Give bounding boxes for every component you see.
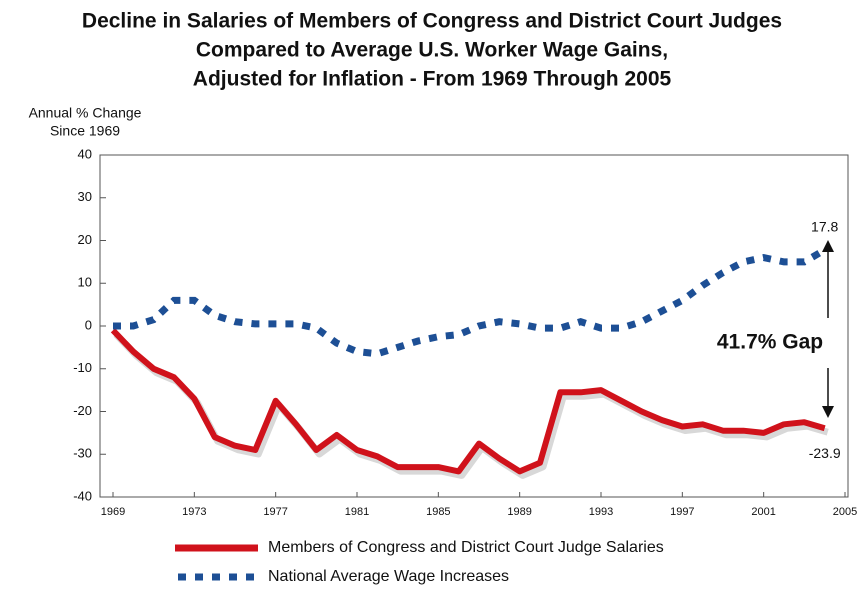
x-tick-label: 1969 [101, 506, 125, 518]
y-tick-label: -10 [73, 360, 92, 375]
x-tick-label: 1997 [670, 506, 694, 518]
chart-title: Compared to Average U.S. Worker Wage Gai… [196, 39, 668, 62]
legend-label: National Average Wage Increases [268, 568, 509, 585]
series-line [113, 246, 827, 358]
data-label: -23.9 [809, 445, 841, 461]
x-tick-label: 1973 [182, 506, 206, 518]
y-tick-label: -40 [73, 488, 92, 503]
x-tick-label: 1981 [345, 506, 369, 518]
x-tick-label: 2005 [833, 506, 857, 518]
data-label: 17.8 [811, 219, 838, 235]
x-tick-label: 1985 [426, 506, 450, 518]
x-tick-label: 1993 [589, 506, 613, 518]
chart-title: Adjusted for Inflation - From 1969 Throu… [193, 68, 672, 91]
annotation: 41.7% Gap [717, 331, 823, 354]
y-tick-label: 0 [85, 317, 92, 332]
chart-title: Decline in Salaries of Members of Congre… [82, 10, 782, 33]
y-axis-label: Since 1969 [50, 123, 120, 139]
y-tick-label: 10 [78, 275, 92, 290]
y-axis-label: Annual % Change [29, 105, 142, 121]
x-tick-label: 1977 [263, 506, 287, 518]
y-tick-label: 20 [78, 232, 92, 247]
y-tick-label: 40 [78, 146, 92, 161]
x-tick-label: 2001 [751, 506, 775, 518]
y-tick-label: 30 [78, 189, 92, 204]
legend-label: Members of Congress and District Court J… [268, 539, 664, 556]
series-line [110, 328, 826, 475]
y-tick-label: -30 [73, 446, 92, 461]
x-tick-label: 1989 [507, 506, 531, 518]
y-tick-label: -20 [73, 403, 92, 418]
